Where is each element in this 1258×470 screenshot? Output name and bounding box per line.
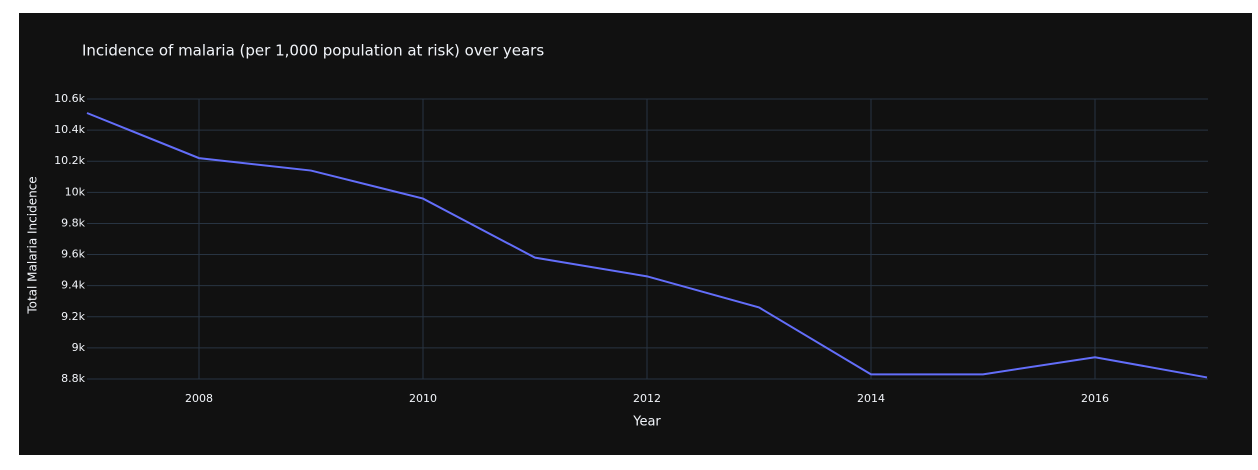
y-tick-label: 9k [72, 341, 86, 354]
chart-title: Incidence of malaria (per 1,000 populati… [82, 42, 544, 60]
y-tick-label: 9.2k [61, 310, 85, 323]
y-tick-label: 10.4k [54, 123, 85, 136]
y-tick-label: 10k [65, 185, 86, 198]
y-tick-label: 9.4k [61, 279, 85, 292]
y-tick-label: 8.8k [61, 372, 85, 385]
y-tick-label: 9.8k [61, 216, 85, 229]
x-axis-title: Year [632, 415, 661, 430]
x-tick-label: 2014 [857, 392, 885, 405]
x-tick-label: 2016 [1081, 392, 1109, 405]
x-tick-label: 2012 [633, 392, 661, 405]
chart-background [19, 13, 1252, 455]
y-tick-label: 9.6k [61, 248, 85, 261]
y-axis-title: Total Malaria Incidence [26, 176, 40, 314]
x-tick-label: 2008 [185, 392, 213, 405]
y-tick-label: 10.6k [54, 92, 85, 105]
data-line [86, 112, 1208, 379]
y-tick-label: 10.2k [54, 154, 85, 167]
x-tick-label: 2010 [409, 392, 437, 405]
